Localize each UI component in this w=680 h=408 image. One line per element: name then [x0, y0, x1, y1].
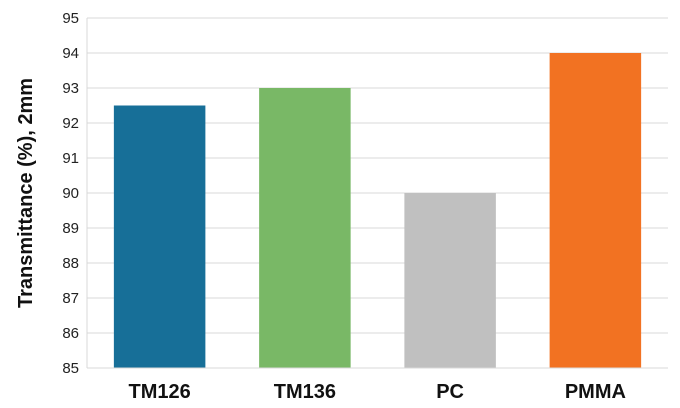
y-axis-title: Transmittance (%), 2mm [15, 78, 37, 308]
x-tick-label: PC [436, 381, 464, 403]
y-tick-label: 93 [62, 80, 79, 97]
x-tick-label: TM136 [274, 381, 336, 403]
y-tick-label: 94 [62, 45, 79, 62]
bar-tm126 [113, 105, 206, 368]
x-tick-label: TM126 [129, 381, 191, 403]
bar-tm136 [259, 88, 351, 368]
y-tick-label: 87 [62, 290, 79, 307]
y-tick-label: 85 [62, 360, 79, 377]
bar-pc [404, 193, 496, 368]
y-tick-label: 95 [62, 10, 79, 27]
y-tick-label: 92 [62, 115, 79, 132]
y-tick-label: 90 [62, 185, 79, 202]
x-tick-labels: TM126 TM136 PC PMMA [129, 381, 626, 403]
y-tick-label: 89 [62, 220, 79, 237]
y-tick-labels: 85 86 87 88 89 90 91 92 93 94 95 [62, 10, 79, 377]
bars [113, 53, 642, 368]
axes [86, 18, 668, 369]
bar-pmma [549, 53, 642, 368]
y-tick-label: 91 [62, 150, 79, 167]
y-tick-label: 86 [62, 325, 79, 342]
x-tick-label: PMMA [565, 381, 626, 403]
y-tick-label: 88 [62, 255, 79, 272]
